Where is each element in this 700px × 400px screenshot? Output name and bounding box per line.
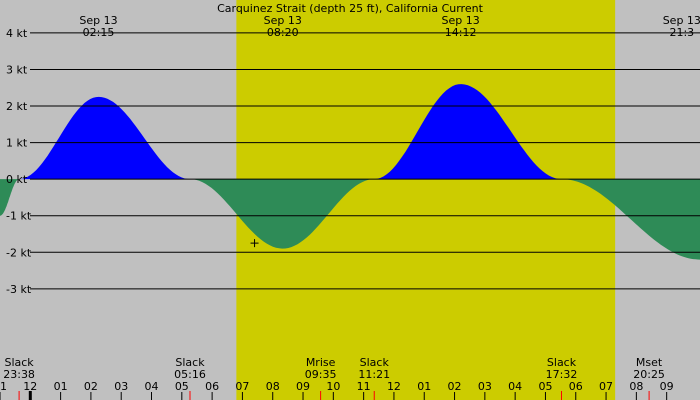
event-labels: Slack23:38Slack05:16Mrise09:35Slack11:21… bbox=[3, 356, 665, 400]
flood-current-area bbox=[19, 96, 190, 180]
x-tick-label: 10 bbox=[326, 380, 340, 393]
x-tick-label: 05 bbox=[175, 380, 189, 393]
event-name-label: Slack bbox=[175, 356, 205, 369]
y-tick-label: 1 kt bbox=[6, 137, 28, 150]
peak-date-label: Sep 13 bbox=[441, 14, 479, 27]
event-time-label: 20:25 bbox=[633, 368, 665, 381]
x-tick-label: 07 bbox=[599, 380, 613, 393]
y-tick-label: 4 kt bbox=[6, 27, 28, 40]
x-axis: 11 12 01 02 03 04 05 06 07 08 09 10 11 12 01 02 03 04 05 06… bbox=[0, 380, 674, 400]
x-tick-label: 08 bbox=[629, 380, 643, 393]
event-time-label: 23:38 bbox=[3, 368, 35, 381]
peak-date-label: Sep 13 bbox=[264, 14, 302, 27]
ebb-current-area bbox=[190, 179, 375, 249]
x-tick-label: 06 bbox=[205, 380, 219, 393]
x-tick-label: 02 bbox=[84, 380, 98, 393]
x-tick-label: 04 bbox=[145, 380, 159, 393]
event-time-label: 05:16 bbox=[174, 368, 206, 381]
chart-title: Carquinez Strait (depth 25 ft), Californ… bbox=[217, 2, 484, 15]
current-areas bbox=[0, 84, 700, 260]
event-name-label: Mrise bbox=[306, 356, 336, 369]
y-tick-label: -1 kt bbox=[6, 210, 32, 223]
x-tick-label: 11 bbox=[357, 380, 371, 393]
peak-date-label: Sep 13 bbox=[663, 14, 700, 27]
y-tick-label: 3 kt bbox=[6, 63, 28, 76]
x-tick-label: 07 bbox=[235, 380, 249, 393]
peak-time-label: 02:15 bbox=[83, 26, 115, 39]
y-tick-label: -3 kt bbox=[6, 283, 32, 296]
x-tick-label: 05 bbox=[538, 380, 552, 393]
ebb-current-area bbox=[561, 179, 700, 260]
peak-time-label: 08:20 bbox=[267, 26, 299, 39]
event-name-label: Slack bbox=[4, 356, 34, 369]
event-time-label: 11:21 bbox=[358, 368, 390, 381]
x-tick-label: 09 bbox=[660, 380, 674, 393]
y-tick-label: 2 kt bbox=[6, 100, 28, 113]
peak-time-label: 21:3 bbox=[669, 26, 694, 39]
x-tick-label: 04 bbox=[508, 380, 522, 393]
peak-time-label: 14:12 bbox=[445, 26, 477, 39]
event-name-label: Slack bbox=[360, 356, 390, 369]
event-time-label: 09:35 bbox=[305, 368, 337, 381]
grid-lines bbox=[30, 32, 700, 290]
x-tick-label: 06 bbox=[569, 380, 583, 393]
event-time-label: 17:32 bbox=[546, 368, 578, 381]
x-tick-label: 08 bbox=[266, 380, 280, 393]
x-tick-label: 01 bbox=[54, 380, 68, 393]
flood-current-area bbox=[374, 84, 562, 180]
crosshair-marker bbox=[250, 239, 259, 248]
x-tick-label: 02 bbox=[448, 380, 462, 393]
peak-date-label: Sep 13 bbox=[79, 14, 117, 27]
x-tick-label: 01 bbox=[417, 380, 431, 393]
x-tick-label: 09 bbox=[296, 380, 310, 393]
y-tick-labels: 4 kt 3 kt 2 kt 1 kt 0 kt -1 kt -2 kt -3 kt bbox=[6, 27, 32, 296]
x-tick-label: 11 bbox=[0, 380, 7, 393]
x-tick-label: 03 bbox=[114, 380, 128, 393]
ebb-current-area bbox=[0, 179, 20, 216]
event-name-label: Mset bbox=[636, 356, 663, 369]
x-tick-label: 12 bbox=[23, 380, 37, 393]
y-tick-label: -2 kt bbox=[6, 246, 32, 259]
x-tick-label: 03 bbox=[478, 380, 492, 393]
event-name-label: Slack bbox=[547, 356, 577, 369]
x-tick-label: 12 bbox=[387, 380, 401, 393]
y-tick-label: 0 kt bbox=[6, 173, 28, 186]
